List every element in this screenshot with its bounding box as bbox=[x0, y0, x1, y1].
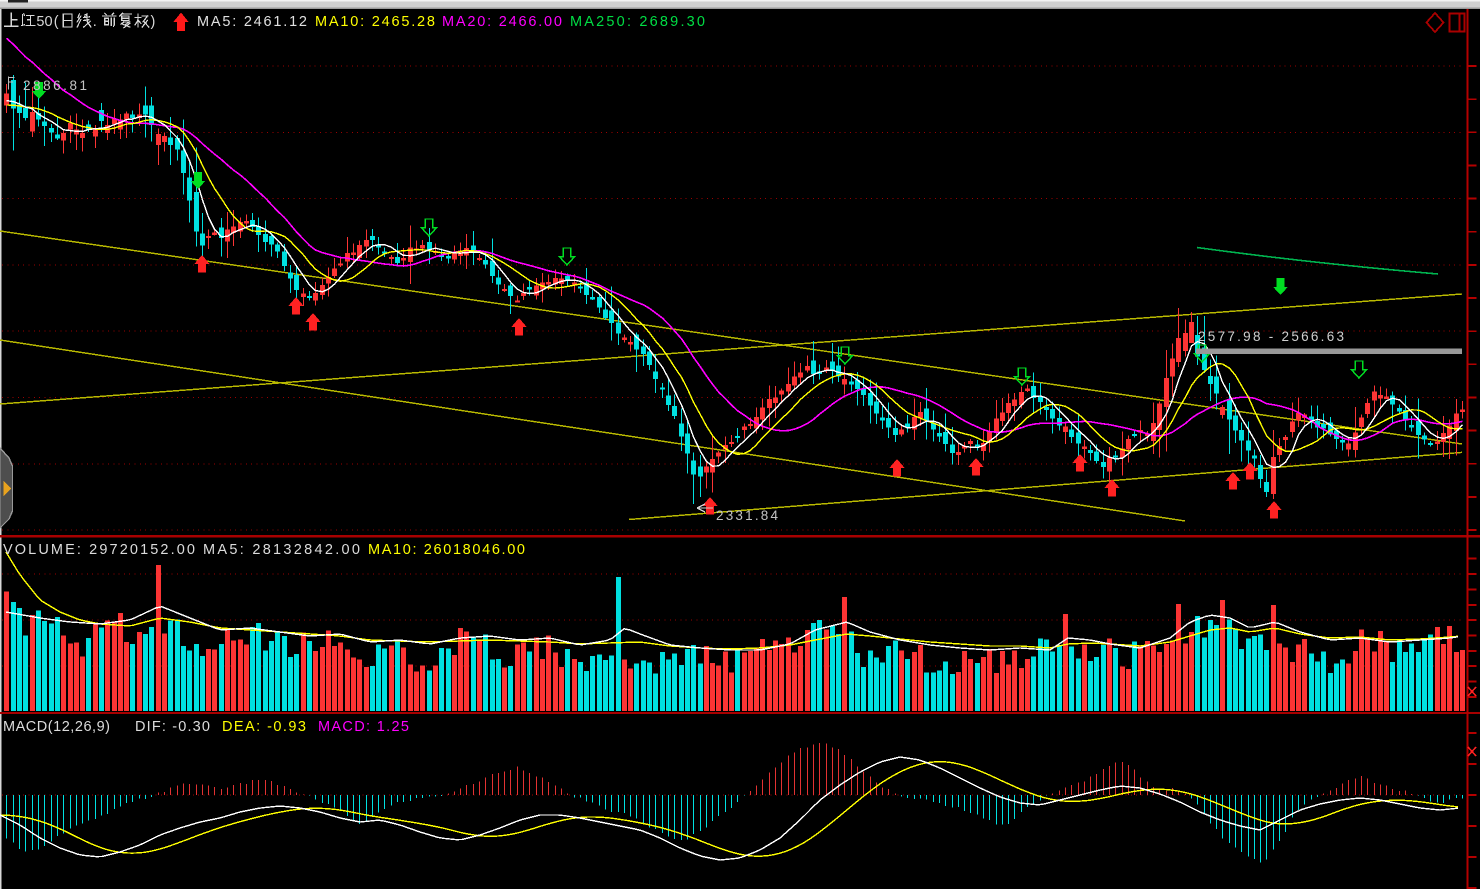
svg-text:MA10: 26018046.00: MA10: 26018046.00 bbox=[368, 542, 525, 558]
svg-text:2577.98 - 2566.63: 2577.98 - 2566.63 bbox=[1198, 329, 1344, 344]
svg-text:MA10: 2465.28: MA10: 2465.28 bbox=[315, 14, 435, 30]
svg-text:MACD: 1.25: MACD: 1.25 bbox=[318, 719, 409, 735]
svg-text:DEA: -0.93: DEA: -0.93 bbox=[222, 719, 306, 735]
svg-text:VOLUME: 29720152.00: VOLUME: 29720152.00 bbox=[3, 542, 195, 558]
svg-text:): ) bbox=[151, 14, 156, 30]
svg-text:DIF: -0.30: DIF: -0.30 bbox=[135, 719, 210, 735]
svg-text:2331.84: 2331.84 bbox=[716, 508, 778, 523]
svg-text:MA20: 2466.00: MA20: 2466.00 bbox=[442, 14, 562, 30]
svg-text:50: 50 bbox=[36, 14, 52, 30]
svg-text:.: . bbox=[93, 14, 97, 30]
svg-text:(: ( bbox=[54, 14, 59, 30]
svg-text:2886.81: 2886.81 bbox=[23, 78, 87, 93]
svg-text:MACD(12,26,9): MACD(12,26,9) bbox=[3, 719, 110, 735]
